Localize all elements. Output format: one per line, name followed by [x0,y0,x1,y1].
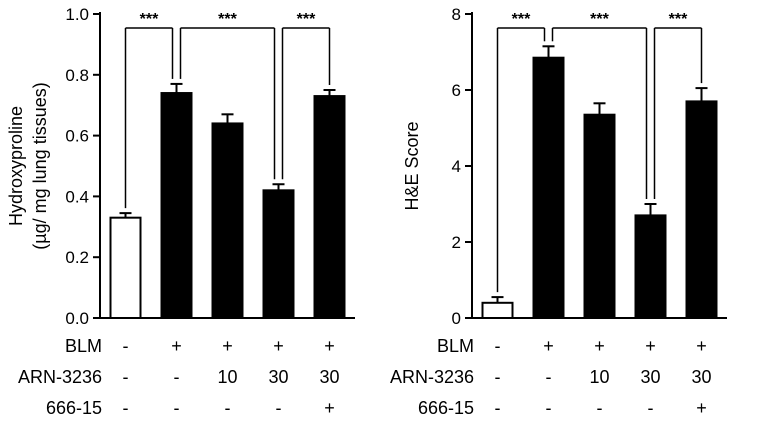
treatment-value: 10 [217,367,237,387]
significance-stars: *** [140,11,159,28]
treatment-value: - [123,398,129,418]
y-tick-label: 0.0 [65,309,89,328]
treatment-value: - [495,367,501,387]
treatment-value: + [222,336,233,356]
treatment-value: 30 [268,367,288,387]
treatment-value: 30 [319,367,339,387]
treatment-value: + [171,336,182,356]
treatment-value: + [324,398,335,418]
bar [583,113,616,319]
treatment-value: - [225,398,231,418]
y-axis-label: Hydroxyproline [6,106,26,226]
treatment-value: - [174,398,180,418]
bar [481,301,514,319]
treatment-value: - [597,398,603,418]
bar [211,122,244,319]
y-tick-label: 8 [452,5,461,24]
treatment-value: 30 [691,367,711,387]
bar [160,92,193,320]
y-tick-label: 0.4 [65,187,89,206]
treatment-row-label: 666-15 [46,398,102,418]
treatment-value: - [546,367,552,387]
y-tick-label: 4 [452,157,461,176]
treatment-value: + [324,336,335,356]
treatment-value: - [495,336,501,356]
treatment-value: + [543,336,554,356]
treatment-value: + [696,398,707,418]
treatment-value: + [696,336,707,356]
hydroxyproline-svg: 0.0 0.2 0.4 0.6 0.8 1.0 Hydroxyproline (µg/ mg … [6,5,355,418]
y-tick-label: 0.6 [65,127,89,146]
significance-stars: *** [512,11,531,28]
y-tick-label: 0.8 [65,66,89,85]
bar [532,56,565,319]
treatment-value: - [546,398,552,418]
chart-hydroxyproline: 0.0 0.2 0.4 0.6 0.8 1.0 Hydroxyproline (µg/ mg … [6,5,355,418]
bar [262,189,295,320]
y-tick-label: 0.2 [65,248,89,267]
treatment-value: - [495,398,501,418]
treatment-value: 10 [589,367,609,387]
he-score-svg: 0 2 4 6 8 H&E Score *** *** *** BLM - + + + + ARN-3236 -… [390,5,727,418]
treatment-row-label: 666-15 [418,398,474,418]
treatment-row-label: BLM [65,336,102,356]
treatment-row-label: ARN-3236 [18,367,102,387]
bar [313,95,346,319]
y-axis-label: (µg/ mg lung tissues) [30,82,50,249]
treatment-value: - [648,398,654,418]
bar [109,216,142,319]
treatment-value: - [174,367,180,387]
chart-he-score: 0 2 4 6 8 H&E Score *** *** *** BLM - + + + + ARN-3236 -… [384,0,768,444]
treatment-value: 30 [640,367,660,387]
treatment-value: + [594,336,605,356]
treatment-row-label: ARN-3236 [390,367,474,387]
treatment-row-label: BLM [437,336,474,356]
bar [634,214,667,319]
treatment-value: + [273,336,284,356]
significance-stars: *** [218,11,237,28]
treatment-value: + [645,336,656,356]
y-tick-label: 6 [452,81,461,100]
treatment-value: - [123,367,129,387]
treatment-value: - [276,398,282,418]
significance-stars: *** [297,11,316,28]
y-tick-label: 1.0 [65,5,89,24]
treatment-value: - [123,336,129,356]
y-tick-label: 0 [452,309,461,328]
y-tick-label: 2 [452,233,461,252]
significance-stars: *** [590,11,609,28]
bar [685,100,718,320]
significance-stars: *** [669,11,688,28]
y-axis-label: H&E Score [402,121,422,210]
